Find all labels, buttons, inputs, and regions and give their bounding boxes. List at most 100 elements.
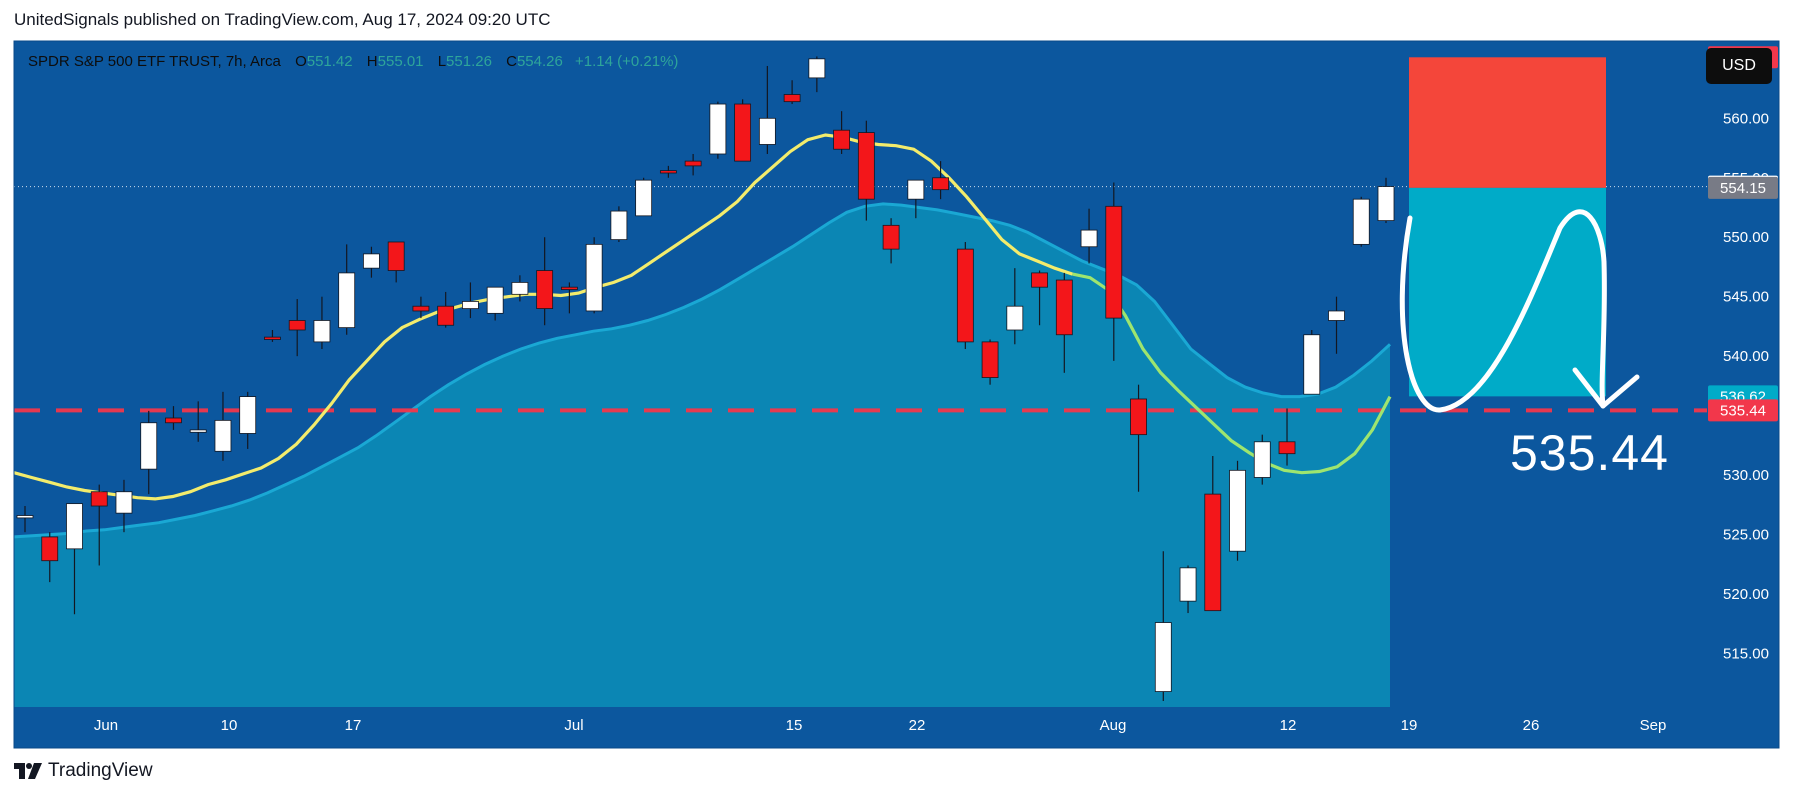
candle: [288, 299, 306, 357]
candle: [511, 275, 529, 302]
wave-projection-path: [1399, 209, 1607, 413]
candle-body: [709, 103, 727, 155]
candle: [1154, 551, 1172, 702]
candle-body: [90, 491, 108, 507]
candle: [165, 406, 182, 430]
candle: [561, 282, 578, 314]
currency-button[interactable]: USD: [1706, 48, 1772, 84]
x-tick-label: 12: [1280, 717, 1297, 734]
x-tick-label: 10: [221, 717, 238, 734]
candle: [1006, 268, 1024, 345]
candle: [264, 329, 281, 342]
candle: [1328, 296, 1345, 354]
candle-body: [165, 417, 182, 424]
candle: [956, 241, 974, 350]
candle-body: [1278, 441, 1296, 455]
candle-body: [684, 160, 702, 167]
candle-body: [189, 429, 207, 433]
y-tick-label: 530.00: [1723, 467, 1769, 484]
x-tick-label: 15: [786, 717, 803, 734]
candle-body: [140, 422, 158, 470]
candle: [808, 56, 826, 93]
candle-body: [264, 336, 281, 340]
candle-body: [1154, 622, 1172, 692]
candle: [1278, 408, 1296, 466]
candle-body: [214, 419, 232, 452]
candle-body: [659, 170, 677, 174]
candle-body: [758, 117, 776, 145]
candle: [189, 401, 207, 442]
candle: [783, 80, 801, 105]
candle-body: [437, 305, 455, 326]
candle-body: [115, 491, 133, 514]
candle-body: [313, 320, 331, 343]
candle-body: [932, 177, 949, 191]
candle-body: [561, 286, 578, 290]
candle: [758, 65, 776, 154]
legend-high-label: H: [366, 53, 378, 70]
candle: [462, 282, 479, 319]
candle-body: [1352, 198, 1370, 245]
candle: [857, 120, 875, 221]
candle: [338, 244, 356, 335]
candle-body: [1253, 441, 1271, 478]
y-tick-label: 515.00: [1723, 645, 1769, 662]
candle: [536, 237, 554, 326]
price-axis-label-bg: [1708, 176, 1778, 199]
candle: [1080, 208, 1098, 264]
candle-body: [1031, 272, 1048, 288]
candle: [313, 296, 331, 350]
price-axis-label-bg: [1708, 399, 1778, 422]
candle: [214, 391, 232, 461]
legend-high-value: 555.01: [377, 53, 424, 70]
x-tick-label: 19: [1401, 717, 1418, 734]
candle: [1352, 196, 1370, 247]
legend-open-label: O: [295, 53, 307, 70]
candle: [1204, 456, 1222, 612]
candle-body: [734, 103, 752, 162]
candle: [1055, 272, 1073, 373]
candle-body: [1204, 493, 1222, 612]
candle: [659, 165, 677, 178]
candle: [239, 391, 257, 449]
footer-brand: TradingView: [48, 760, 153, 781]
candle-body: [635, 179, 653, 217]
candle: [66, 503, 83, 615]
candle-body: [16, 515, 34, 519]
legend-change: +1.14 (+0.21%): [575, 53, 679, 70]
candle-body: [857, 132, 875, 200]
y-tick-label: 520.00: [1723, 586, 1769, 603]
candle-body: [1130, 398, 1147, 436]
candle: [1253, 434, 1271, 485]
stop-loss-zone: [1409, 57, 1606, 188]
candle-body: [536, 270, 554, 309]
candle-body: [41, 536, 59, 562]
y-tick-label: 525.00: [1723, 527, 1769, 544]
candle-body: [956, 248, 974, 343]
candle-body: [412, 305, 430, 312]
candle: [1130, 384, 1147, 492]
symbol-legend: SPDR S&P 500 ETF TRUST, 7h, Arca O551.42…: [28, 53, 678, 70]
candle-body: [1303, 334, 1321, 395]
candle-body: [1179, 567, 1197, 602]
publisher-caption: UnitedSignals published on TradingView.c…: [14, 10, 551, 29]
candle-body: [1105, 205, 1123, 319]
candle-body: [288, 320, 306, 331]
y-tick-label: 545.00: [1723, 289, 1769, 306]
legend-low-value: 551.26: [446, 53, 492, 70]
candle: [1229, 460, 1246, 561]
candle: [932, 161, 949, 200]
x-tick-label: Sep: [1640, 717, 1667, 734]
y-tick-label: 550.00: [1723, 229, 1769, 246]
candle: [1105, 182, 1123, 361]
candle: [833, 111, 850, 154]
candle: [140, 410, 158, 495]
candle-body: [66, 503, 83, 550]
candle: [1303, 329, 1321, 395]
legend-low-label: L: [437, 53, 447, 70]
candle-body: [1080, 229, 1098, 248]
candle: [437, 291, 455, 328]
candle-body: [387, 241, 405, 271]
x-tick-label: Aug: [1100, 717, 1127, 734]
